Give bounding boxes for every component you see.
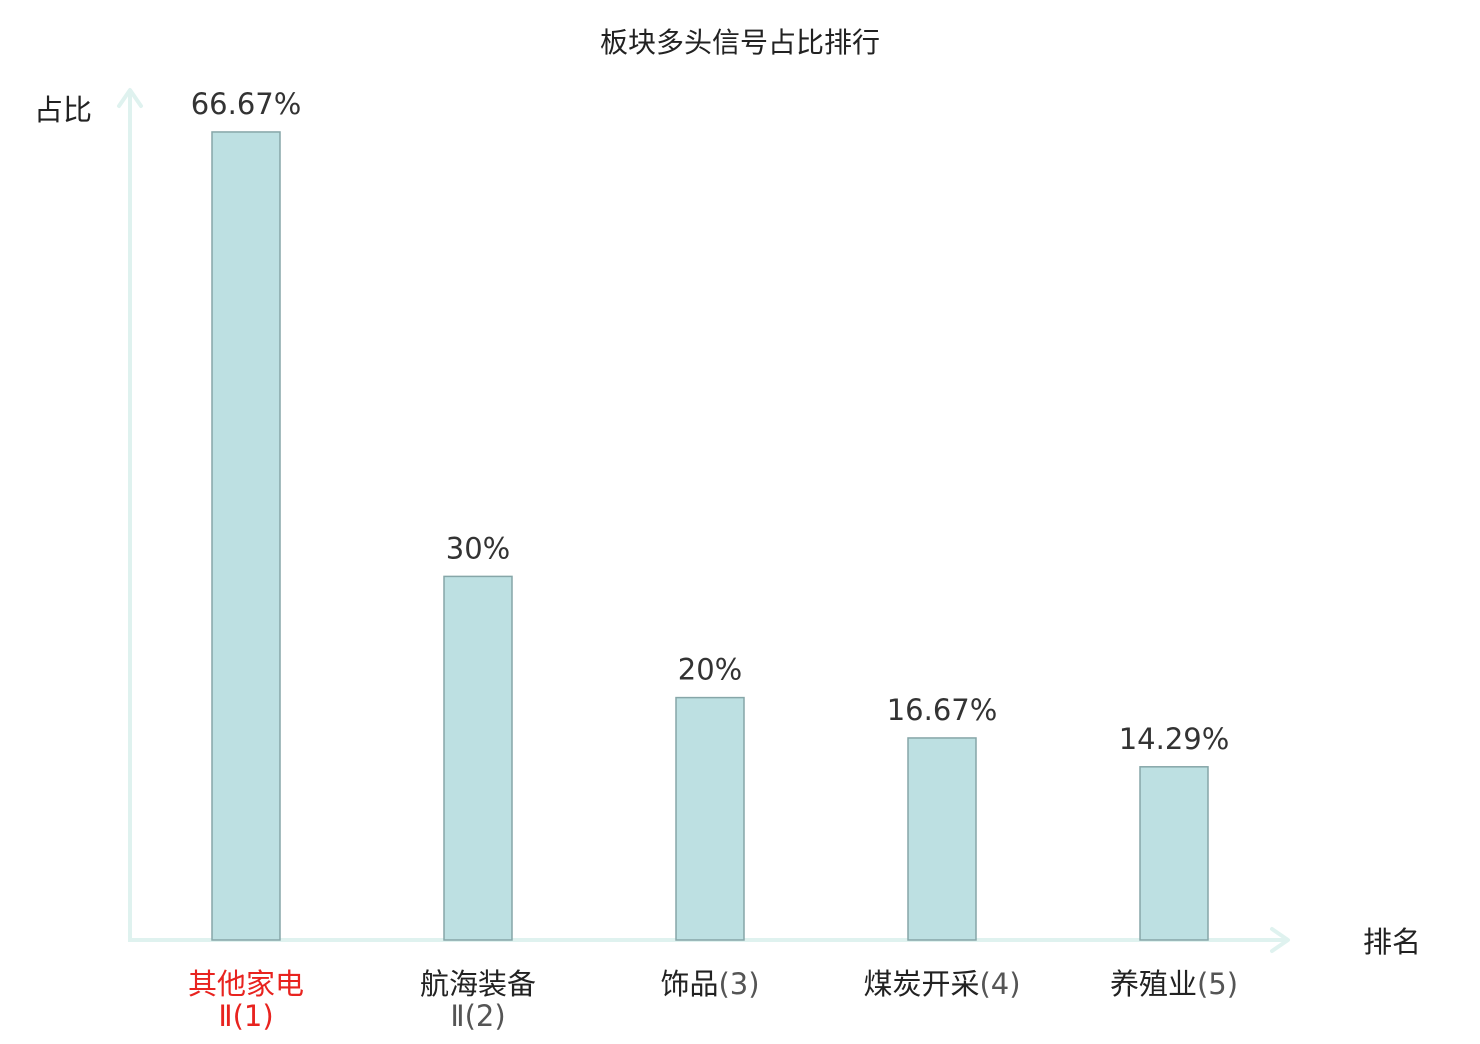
category-name: 航海装备 <box>420 967 536 1001</box>
category-rank: Ⅱ(2) <box>450 999 505 1033</box>
category-label-2: 航海装备 Ⅱ(2) <box>420 967 536 1033</box>
bar-value-label-1: 66.67% <box>191 87 302 121</box>
category-name: 饰品 <box>660 967 718 1001</box>
category-rank: (3) <box>718 967 759 1001</box>
category-rank: Ⅱ(1) <box>218 999 273 1033</box>
category-labels-group: 其他家电 Ⅱ(1) 航海装备 Ⅱ(2) 饰品(3) 煤炭开采(4) 养殖业(5) <box>188 967 1238 1033</box>
bar-3 <box>675 696 745 941</box>
category-label-4: 煤炭开采(4) <box>863 967 1020 1001</box>
bar-5 <box>1139 766 1209 941</box>
category-label-5: 养殖业(5) <box>1110 967 1238 1001</box>
bars-group <box>211 131 1209 941</box>
bar-2 <box>443 575 513 941</box>
category-name: 煤炭开采 <box>863 967 979 1001</box>
category-name: 其他家电 <box>188 967 304 1001</box>
bar-4 <box>907 737 977 941</box>
bar-1 <box>211 131 281 941</box>
bar-value-label-2: 30% <box>446 531 510 565</box>
category-rank: (5) <box>1197 967 1238 1001</box>
chart-title: 板块多头信号占比排行 <box>600 26 880 59</box>
category-rank: (4) <box>979 967 1020 1001</box>
y-axis-arrow-icon <box>117 88 143 108</box>
category-label-1: 其他家电 Ⅱ(1) <box>188 967 304 1033</box>
x-axis-arrow-icon <box>1270 927 1290 953</box>
category-name: 养殖业 <box>1110 967 1197 1001</box>
bar-value-label-4: 16.67% <box>887 693 998 727</box>
bar-value-label-5: 14.29% <box>1119 722 1230 756</box>
x-axis-label: 排名 <box>1363 925 1421 959</box>
bar-value-label-3: 20% <box>678 653 742 687</box>
category-label-3: 饰品(3) <box>660 967 759 1001</box>
y-axis-label: 占比 <box>34 93 92 127</box>
value-labels-group: 66.67% 30% 20% 16.67% 14.29% <box>191 87 1230 756</box>
